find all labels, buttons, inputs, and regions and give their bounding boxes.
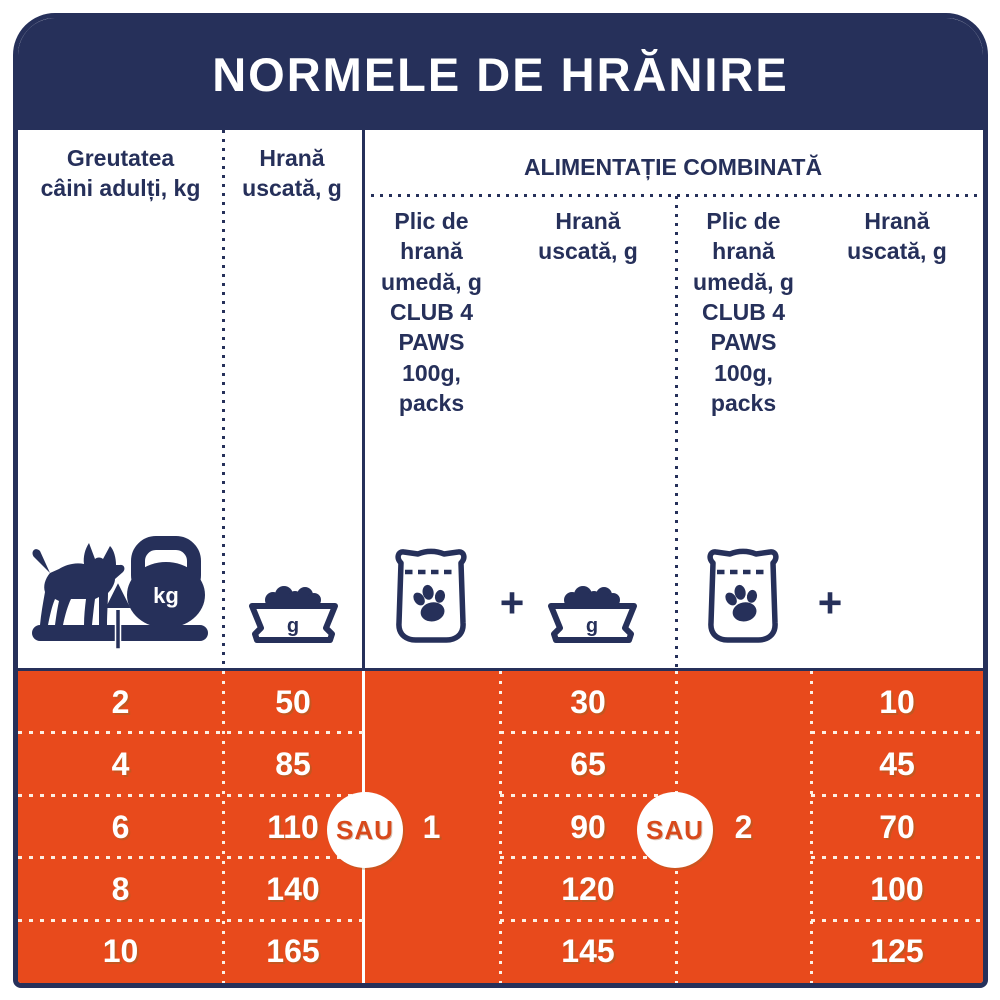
combo2-dry-cell: 100 bbox=[870, 870, 924, 907]
table-row: 4 85 65 45 bbox=[18, 733, 983, 795]
row-divider bbox=[500, 793, 676, 797]
page-title: NORMELE DE HRĂNIRE bbox=[212, 47, 789, 101]
feeding-table: 2 50 30 10 4 85 65 45 bbox=[18, 668, 983, 983]
combo1-pouch-count: 1 bbox=[422, 808, 441, 845]
combo1-dry-cell: 120 bbox=[561, 870, 615, 907]
row-divider bbox=[18, 731, 363, 735]
combined-feeding-header: ALIMENTAȚIE COMBINATĂ bbox=[523, 154, 823, 180]
weight-cell: 10 bbox=[102, 933, 139, 970]
wet-pouch-column-header-1: Plic de hrană umedă, g CLUB 4 PAWS 100g,… bbox=[381, 208, 482, 417]
row-area-divider bbox=[499, 671, 502, 983]
kettlebell-kg-label: kg bbox=[153, 583, 179, 608]
or-badge-label: SAU bbox=[646, 814, 704, 845]
combo2-dry-cell: 45 bbox=[879, 746, 915, 783]
paw-print-icon bbox=[413, 584, 446, 622]
title-bar: NORMELE DE HRĂNIRE bbox=[18, 18, 983, 130]
row-divider bbox=[18, 856, 363, 860]
dry-food-subcolumn-header-2: Hrană uscată, g bbox=[847, 208, 947, 265]
weight-cell: 2 bbox=[111, 683, 130, 720]
food-bowl-icon: g bbox=[548, 586, 637, 643]
row-divider bbox=[811, 793, 983, 797]
combo2-dry-cell: 10 bbox=[879, 683, 915, 720]
combo2-pouch-count: 2 bbox=[734, 808, 753, 845]
dog-weight-scale-icon: kg bbox=[32, 536, 208, 650]
row-divider bbox=[18, 918, 363, 922]
or-badge-label: SAU bbox=[336, 814, 394, 845]
combined-header-underline bbox=[362, 194, 983, 197]
dry-food-cell: 165 bbox=[266, 933, 320, 970]
kettlebell-icon: kg bbox=[127, 536, 205, 628]
pouch-count-cell bbox=[676, 733, 811, 795]
combo1-dry-cell: 65 bbox=[570, 746, 606, 783]
row-divider bbox=[500, 918, 676, 922]
pouch-count-cell bbox=[676, 921, 811, 983]
pouch-count-cell bbox=[363, 921, 500, 983]
row-divider bbox=[811, 918, 983, 922]
table-row: 2 50 30 10 bbox=[18, 671, 983, 733]
weight-cell: 4 bbox=[111, 746, 130, 783]
row-divider bbox=[811, 731, 983, 735]
wet-food-pouch-icon bbox=[395, 548, 467, 643]
up-arrow-icon bbox=[102, 578, 134, 650]
row-divider bbox=[500, 856, 676, 860]
dry-food-subcolumn-header-1: Hrană uscată, g bbox=[538, 208, 638, 265]
row-area-divider bbox=[810, 671, 813, 983]
dry-food-column-header: Hrană uscată, g bbox=[242, 145, 342, 202]
column-divider-combo1-combo2 bbox=[675, 196, 678, 668]
column-divider-combined bbox=[362, 130, 365, 668]
dry-food-cell: 50 bbox=[275, 683, 311, 720]
combo1-dry-cell: 90 bbox=[570, 808, 606, 845]
dry-food-cell: 140 bbox=[266, 870, 320, 907]
pouch-count-cell bbox=[676, 671, 811, 733]
column-divider-weight-dry bbox=[222, 130, 225, 668]
bowl-gram-label: g bbox=[586, 615, 598, 637]
dry-food-cell: 110 bbox=[267, 808, 319, 845]
bowl-gram-label: g bbox=[287, 615, 299, 637]
wet-food-pouch-icon bbox=[707, 548, 779, 643]
row-divider bbox=[18, 793, 363, 797]
row-divider bbox=[500, 731, 676, 735]
plus-icon: + bbox=[499, 579, 525, 626]
dog-icon bbox=[32, 543, 125, 625]
food-bowl-icon: g bbox=[249, 586, 338, 643]
combo1-dry-cell: 145 bbox=[561, 933, 615, 970]
dry-food-cell: 85 bbox=[275, 746, 311, 783]
or-badge: SAU bbox=[327, 792, 403, 868]
weight-cell: 8 bbox=[111, 870, 130, 907]
pouch-count-cell bbox=[363, 858, 500, 920]
table-row: 10 165 145 125 bbox=[18, 921, 983, 983]
weight-cell: 6 bbox=[111, 808, 130, 845]
plus-icon: + bbox=[817, 579, 843, 626]
paw-print-icon bbox=[725, 584, 758, 622]
pouch-count-cell bbox=[363, 733, 500, 795]
table-row: 8 140 120 100 bbox=[18, 858, 983, 920]
row-divider bbox=[811, 856, 983, 860]
table-frame: NORMELE DE HRĂNIRE Greutatea câini adulț… bbox=[13, 13, 988, 988]
or-badge: SAU bbox=[637, 792, 713, 868]
combo1-dry-cell: 30 bbox=[570, 683, 606, 720]
table-row: 6 110 1 90 2 70 bbox=[18, 796, 983, 858]
pouch-count-cell bbox=[676, 858, 811, 920]
weight-column-header: Greutatea câini adulți, kg bbox=[40, 145, 201, 202]
wet-pouch-column-header-2: Plic de hrană umedă, g CLUB 4 PAWS 100g,… bbox=[693, 208, 794, 417]
combo2-dry-cell: 125 bbox=[870, 933, 924, 970]
row-area-divider bbox=[222, 671, 225, 983]
combo2-dry-cell: 70 bbox=[879, 808, 915, 845]
pouch-count-cell bbox=[363, 671, 500, 733]
